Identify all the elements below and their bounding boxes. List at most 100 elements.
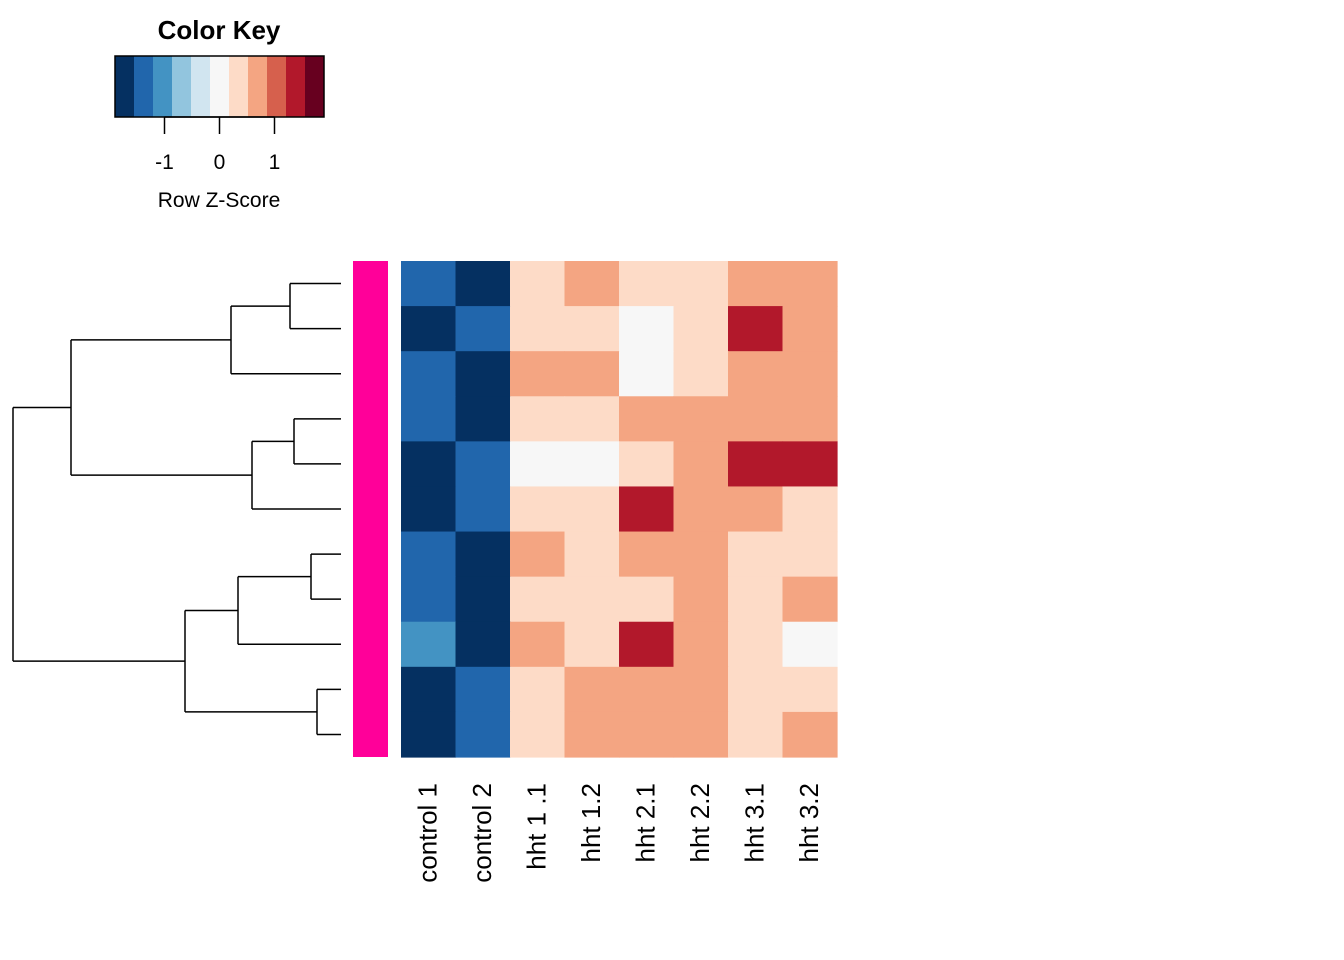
heatmap-cell	[619, 576, 675, 623]
heatmap-cell	[401, 666, 457, 713]
color-key-swatch	[305, 56, 325, 117]
heatmap-cell	[728, 351, 784, 397]
heatmap-cell	[564, 441, 620, 488]
color-key-tick-label: -1	[155, 151, 174, 174]
column-label: hht 2.1	[630, 783, 660, 863]
heatmap-cell	[782, 711, 838, 758]
heatmap-cell	[782, 441, 838, 488]
heatmap-cell	[728, 261, 784, 307]
heatmap-cell	[510, 531, 566, 578]
heatmap-cell	[728, 666, 784, 713]
heatmap-cell	[619, 261, 675, 307]
heatmap-cell	[510, 576, 566, 623]
color-key-swatch	[286, 56, 306, 117]
color-key-swatch	[210, 56, 230, 117]
heatmap-cell	[782, 576, 838, 623]
heatmap-cell	[673, 666, 729, 713]
heatmap-cell	[673, 261, 729, 307]
color-key-title: Color Key	[158, 15, 281, 45]
heatmap-cell	[619, 306, 675, 352]
heatmap-cell	[673, 621, 729, 668]
color-key-tick-label: 0	[214, 151, 226, 174]
color-key-xlabel: Row Z-Score	[158, 189, 281, 212]
heatmap-cell	[455, 396, 511, 442]
heatmap-cell	[510, 621, 566, 668]
color-key-swatch	[115, 56, 135, 117]
heatmap-cell	[564, 306, 620, 352]
heatmap-cell	[564, 396, 620, 442]
heatmap-cell	[619, 666, 675, 713]
heatmap-cell	[564, 531, 620, 578]
heatmap-cell	[728, 306, 784, 352]
heatmap-cell	[401, 621, 457, 668]
color-key-axis: -1 0 1	[155, 116, 281, 174]
heatmap-cell	[728, 531, 784, 578]
color-key-swatch	[191, 56, 211, 117]
heatmap-cell	[564, 486, 620, 533]
heatmap-cell	[673, 441, 729, 488]
heatmap-cell	[619, 711, 675, 758]
color-key-tick-label: 1	[269, 151, 281, 174]
row-dendrogram	[12, 282, 341, 736]
heatmap-cell	[564, 711, 620, 758]
heatmap-cell	[782, 531, 838, 578]
heatmap-cell	[455, 486, 511, 533]
row-side-color-bar	[353, 261, 388, 757]
heatmap-cell	[564, 261, 620, 307]
heatmap-cell	[455, 261, 511, 307]
heatmap-cell	[510, 396, 566, 442]
heatmap-cell	[782, 396, 838, 442]
heatmap-cell	[728, 396, 784, 442]
heatmap-cell	[728, 441, 784, 488]
heatmap-cell	[510, 261, 566, 307]
heatmap-cell	[401, 261, 457, 307]
heatmap-cell	[401, 711, 457, 758]
column-labels: control 1 control 2 hht 1 .1 hht 1.2 hht 2.1…	[412, 783, 824, 883]
heatmap-cell	[673, 396, 729, 442]
heatmap-cell	[455, 666, 511, 713]
heatmap-cell	[782, 261, 838, 307]
color-key-swatches	[114, 55, 325, 118]
heatmap-cell	[728, 486, 784, 533]
heatmap-cell	[728, 711, 784, 758]
heatmap-cell	[564, 351, 620, 397]
column-label: hht 3.1	[739, 783, 769, 863]
heatmap-cell	[619, 486, 675, 533]
color-key: Color Key -1 0 1 Row Z-Score	[114, 15, 325, 212]
heatmap-cell	[728, 621, 784, 668]
heatmap-cell	[619, 531, 675, 578]
heatmap-cell	[782, 486, 838, 533]
heatmap-cell	[401, 531, 457, 578]
column-label: hht 1.2	[576, 783, 606, 863]
heatmap-cell	[673, 711, 729, 758]
heatmap-cell	[619, 621, 675, 668]
color-key-swatch	[229, 56, 249, 117]
heatmap-cell	[673, 531, 729, 578]
heatmap-cell	[401, 351, 457, 397]
color-key-swatch	[267, 56, 287, 117]
heatmap-cell	[455, 531, 511, 578]
heatmap-cell	[510, 666, 566, 713]
heatmap-cell	[510, 486, 566, 533]
row-side-colors	[353, 261, 388, 757]
heatmap-cell	[510, 306, 566, 352]
column-label: hht 3.2	[794, 783, 824, 863]
heatmap-cell	[455, 441, 511, 488]
heatmap-cell	[782, 351, 838, 397]
heatmap-cell	[619, 396, 675, 442]
heatmap-cell	[510, 351, 566, 397]
column-label: control 2	[467, 783, 497, 883]
heatmap-cell	[619, 441, 675, 488]
heatmap-cell	[401, 306, 457, 352]
heatmap-cell	[782, 666, 838, 713]
heatmap-cell	[673, 486, 729, 533]
heatmap-cell	[728, 576, 784, 623]
color-key-swatch	[134, 56, 154, 117]
heatmap-cell	[401, 576, 457, 623]
heatmap-cell	[455, 711, 511, 758]
heatmap-cell	[782, 621, 838, 668]
heatmap-cells	[401, 261, 838, 758]
heatmap-cell	[510, 711, 566, 758]
heatmap-cell	[455, 306, 511, 352]
